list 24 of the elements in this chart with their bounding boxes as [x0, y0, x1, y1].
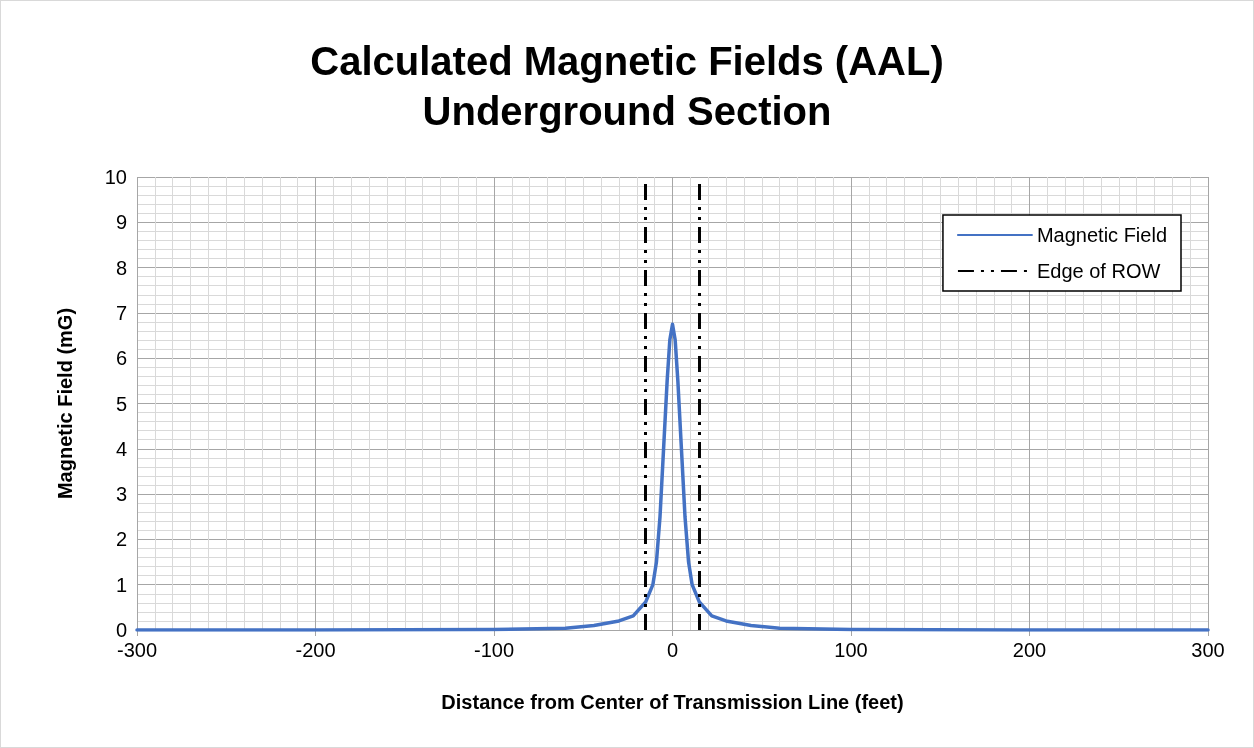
y-tick-label: 1: [115, 573, 127, 596]
chart-title: Calculated Magnetic Fields (AAL) Underground Section: [310, 39, 944, 133]
y-tick-label: 8: [115, 256, 127, 279]
x-tick-label: -100: [473, 639, 515, 661]
y-tick-label: 2: [115, 528, 127, 551]
y-tick-label: 7: [115, 301, 127, 324]
y-tick-label: 10: [104, 166, 127, 188]
x-tick-label: 300: [1191, 639, 1225, 661]
x-tick-label: 100: [834, 639, 868, 661]
legend-label: Magnetic Field: [1036, 224, 1167, 246]
ref-line-label: Edge of ROW: [1036, 260, 1161, 282]
x-tick-label: 0: [666, 639, 679, 661]
y-tick-label: 3: [115, 483, 127, 506]
x-tick-label: -300: [116, 639, 158, 661]
y-tick-label: 4: [115, 437, 127, 460]
y-tick-label: 5: [115, 392, 127, 415]
x-tick-label: -200: [295, 639, 336, 661]
y-tick-label: 0: [115, 619, 127, 641]
line-series: [135, 322, 1210, 632]
y-axis-title: Magnetic Field (mG): [54, 307, 76, 500]
y-tick-label: 6: [115, 347, 127, 370]
x-tick-label: 200: [1012, 639, 1047, 661]
y-tick-label: 9: [115, 211, 127, 234]
x-axis-title: Distance from Center of Transmission Line (feet): [441, 691, 904, 713]
